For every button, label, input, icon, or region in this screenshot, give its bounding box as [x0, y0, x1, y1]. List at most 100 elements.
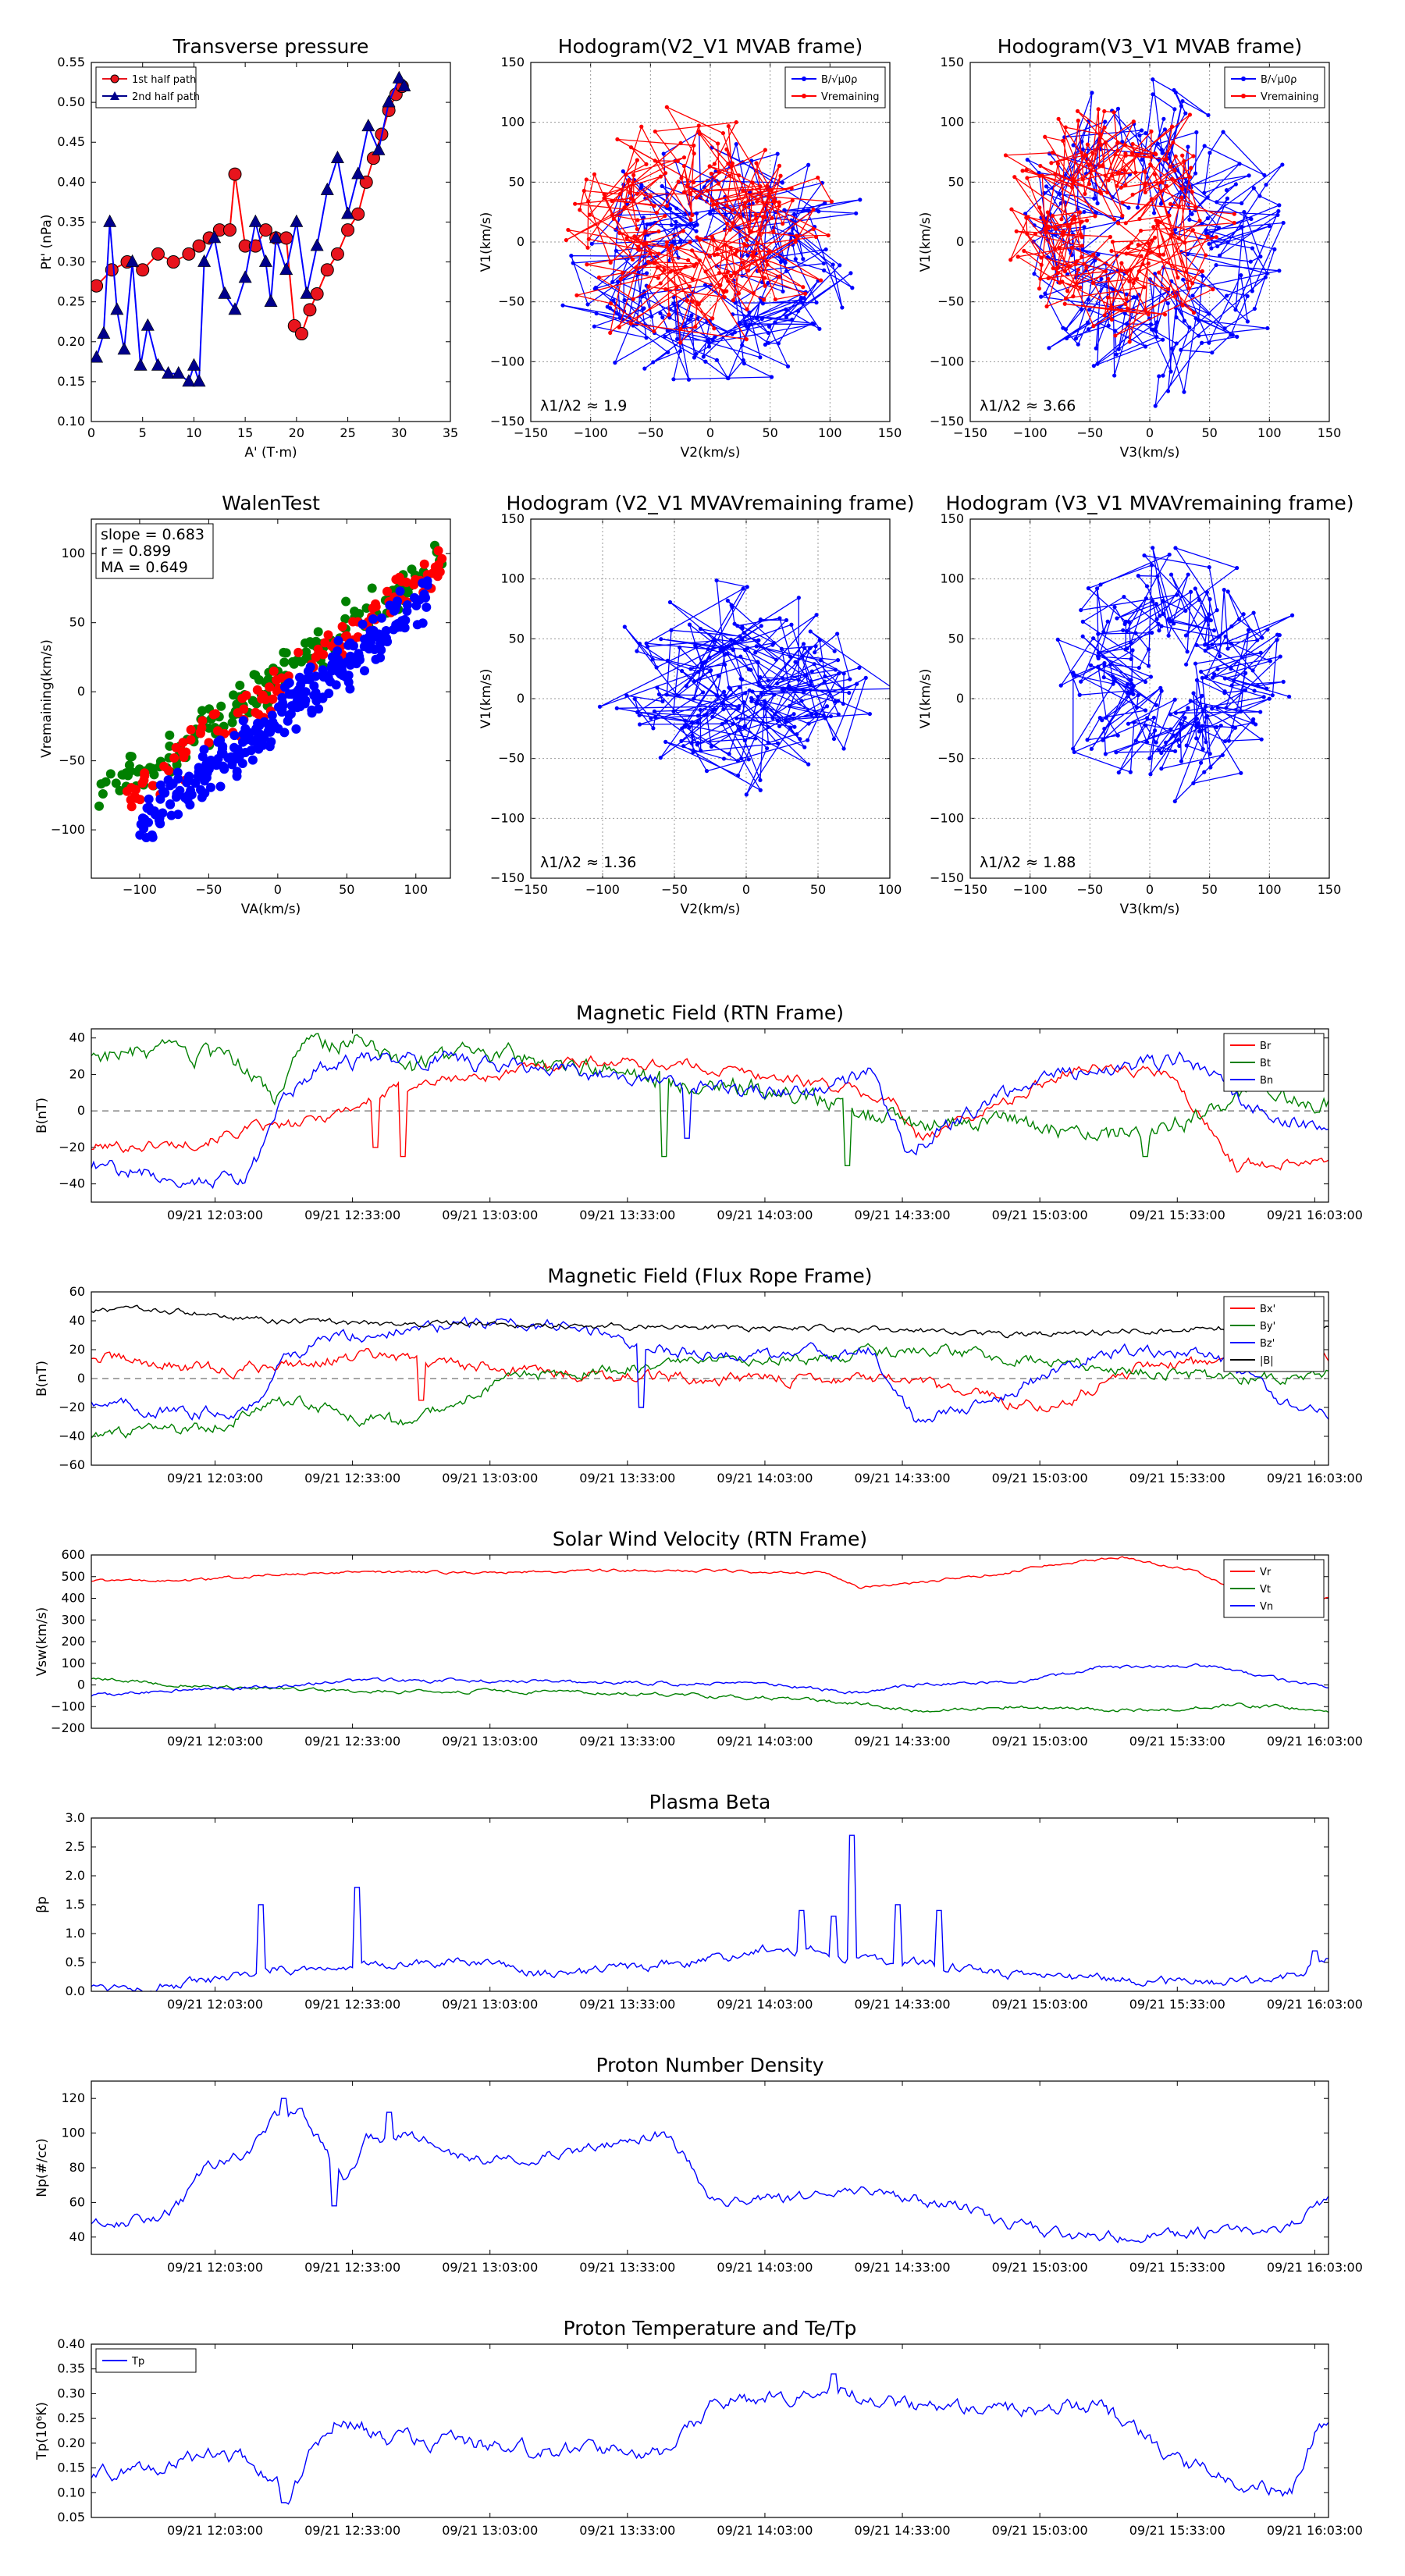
y-tick-label: −100 [490, 810, 525, 825]
walen-point [309, 691, 319, 700]
hodogram-point [771, 229, 776, 233]
hodogram-point [1110, 240, 1115, 244]
walen-point [229, 690, 238, 700]
walen-point [166, 810, 176, 820]
hodogram-point [1098, 582, 1103, 587]
hodogram-point [1079, 607, 1083, 613]
hodogram-point [681, 229, 685, 233]
hodogram-point [1101, 164, 1105, 169]
hodogram-point [1252, 688, 1257, 693]
walen-point [149, 806, 159, 816]
hodogram-point [1243, 671, 1248, 675]
hodogram-point [1133, 738, 1138, 743]
walen-point [418, 618, 428, 628]
hodogram-point [772, 692, 777, 697]
y-tick-label: 0.40 [57, 174, 85, 189]
hodogram-point [1207, 565, 1211, 570]
hodogram-point [684, 723, 688, 728]
hodogram-point [1126, 690, 1130, 695]
data-point-circle [105, 263, 119, 277]
hodogram-point [732, 621, 737, 626]
hodogram-point [1061, 138, 1065, 143]
hodogram-point [1112, 605, 1117, 610]
x-tick-label: 100 [1257, 882, 1282, 897]
hodogram-point [1130, 192, 1135, 197]
hodogram-point [653, 715, 658, 720]
hodogram-point [728, 273, 734, 279]
hodogram-point [640, 294, 645, 299]
hodogram-point [685, 258, 691, 262]
x-tick-label: 50 [1201, 882, 1217, 897]
hodogram-point [720, 721, 724, 727]
walen-point [371, 654, 381, 664]
hodogram-point [618, 276, 623, 282]
hodogram-point [1137, 133, 1142, 138]
hodogram-point [1169, 346, 1174, 351]
hodogram-point [708, 212, 713, 216]
legend-label: Tp [131, 2356, 144, 2368]
hodogram-point [1172, 87, 1176, 93]
hodogram-point [1214, 262, 1218, 268]
hodogram-point [652, 204, 656, 208]
data-point-triangle [140, 318, 155, 331]
walen-point [303, 667, 313, 677]
hodogram-point [1200, 273, 1205, 279]
hodogram-point [1131, 684, 1136, 688]
transverse-pressure-frame [91, 62, 451, 422]
hodogram-point [1043, 226, 1048, 231]
hodogram-point [805, 208, 810, 213]
walen-point [206, 782, 215, 792]
hodogram-point [1099, 191, 1104, 196]
y-tick-label: 0.15 [57, 2460, 85, 2475]
hodogram-point [1096, 650, 1101, 655]
x-axis-label: V2(km/s) [681, 902, 741, 917]
y-tick-label: −150 [930, 870, 964, 885]
hodogram-point [1243, 688, 1248, 692]
hodogram-point [755, 699, 759, 704]
walen-point [293, 647, 304, 657]
walen-point [101, 777, 111, 787]
data-point-triangle [351, 166, 365, 180]
hodogram-point [1185, 649, 1190, 654]
plasma-beta-frame [91, 1817, 1329, 1992]
chart-title: Plasma Beta [649, 1791, 771, 1813]
hodogram-point [1172, 168, 1177, 173]
hodogram-point [1248, 259, 1253, 264]
hodogram-point [1106, 178, 1111, 183]
hodogram-point [1122, 594, 1126, 600]
hodogram-point [1116, 770, 1121, 775]
hodogram-point [1123, 143, 1128, 148]
hodogram-point [721, 701, 726, 706]
hodogram-point [753, 212, 758, 217]
hodogram-point [642, 366, 647, 371]
hodogram-point [683, 264, 688, 269]
hodogram-point [695, 713, 700, 718]
hodogram-point [1128, 268, 1133, 272]
hodogram-point [745, 237, 749, 242]
hodogram-point [755, 240, 759, 246]
hodogram-point [1108, 662, 1113, 667]
hodogram-point [1229, 641, 1233, 646]
hodogram-point [658, 281, 663, 286]
y-axis-label: V1(km/s) [478, 212, 494, 272]
walen-point [218, 749, 228, 759]
hodogram-point [774, 681, 780, 686]
hodogram-point [773, 297, 777, 302]
y-tick-label: 0.35 [57, 2361, 85, 2376]
walen-point [194, 767, 204, 777]
hodogram-point [796, 308, 801, 314]
hodogram-point [751, 291, 756, 296]
hodogram-point [645, 222, 649, 227]
walen-point [422, 602, 432, 612]
hodogram-point [1166, 286, 1171, 292]
hodogram-point [585, 262, 589, 267]
hodogram-point [653, 158, 657, 163]
hodogram-point [736, 706, 741, 711]
hodogram-point [738, 634, 742, 639]
data-point-triangle [117, 342, 131, 355]
x-tick-label: −50 [1076, 882, 1103, 897]
hodogram-point [765, 262, 770, 267]
hodogram-point [1087, 182, 1092, 187]
hodogram-point [1165, 301, 1170, 306]
hodogram-point [1217, 253, 1222, 258]
